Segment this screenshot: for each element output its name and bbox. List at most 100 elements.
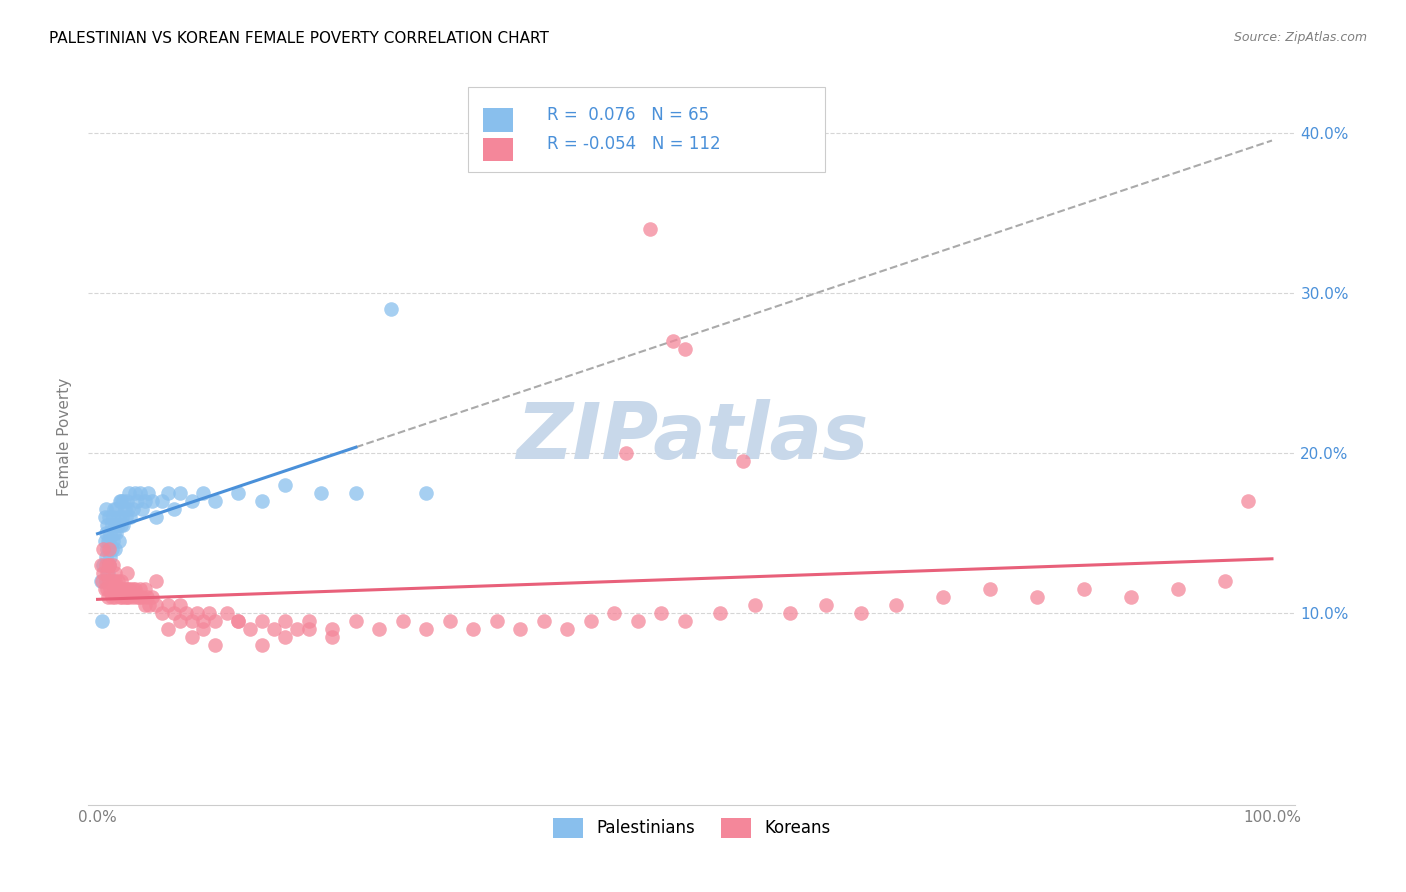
Point [228, 614, 250, 628]
Point [97, 566, 120, 580]
Point [101, 558, 124, 572]
Point [98, 558, 121, 572]
Point [1119, 590, 1142, 604]
Point [115, 493, 138, 508]
Point [163, 606, 186, 620]
Point [884, 598, 907, 612]
Point [368, 622, 391, 636]
Point [579, 614, 602, 628]
Point [509, 622, 531, 636]
Point [392, 614, 415, 628]
Point [115, 590, 138, 604]
Point [198, 606, 221, 620]
Point [98, 509, 121, 524]
Point [485, 614, 508, 628]
Point [96, 517, 118, 532]
Point [108, 590, 131, 604]
Point [131, 501, 153, 516]
Point [98, 558, 121, 572]
Point [193, 485, 215, 500]
Point [228, 614, 250, 628]
Point [673, 342, 696, 356]
Point [96, 541, 118, 556]
Point [979, 582, 1001, 596]
Point [98, 541, 121, 556]
Point [145, 509, 167, 524]
Point [97, 590, 120, 604]
Point [100, 517, 122, 532]
Point [93, 558, 115, 572]
Point [115, 566, 138, 580]
Point [463, 622, 485, 636]
Point [120, 509, 142, 524]
Point [1073, 582, 1095, 596]
Point [733, 454, 755, 468]
Point [94, 525, 117, 540]
Point [263, 622, 285, 636]
Point [380, 301, 402, 316]
Point [110, 574, 132, 588]
Point [180, 493, 202, 508]
Point [250, 614, 273, 628]
Point [141, 590, 163, 604]
Point [1026, 590, 1049, 604]
Point [415, 622, 437, 636]
Point [98, 558, 121, 572]
Point [673, 614, 696, 628]
Point [100, 590, 122, 604]
Point [94, 549, 117, 564]
Point [215, 606, 238, 620]
Point [145, 574, 167, 588]
Point [120, 582, 142, 596]
Point [156, 622, 179, 636]
Point [127, 590, 149, 604]
Point [204, 614, 226, 628]
Point [134, 582, 156, 596]
Point [274, 630, 297, 644]
Point [107, 582, 129, 596]
Point [107, 533, 129, 548]
Point [150, 493, 173, 508]
Point [163, 501, 186, 516]
Point [169, 614, 191, 628]
Point [100, 525, 122, 540]
Point [90, 558, 112, 572]
Point [128, 485, 150, 500]
Point [533, 614, 555, 628]
Point [135, 590, 157, 604]
Point [138, 598, 160, 612]
Point [744, 598, 766, 612]
Point [104, 590, 127, 604]
Point [298, 614, 321, 628]
Point [128, 582, 150, 596]
Point [118, 485, 141, 500]
Point [169, 598, 191, 612]
Point [101, 533, 124, 548]
Point [145, 598, 167, 612]
Point [103, 501, 125, 516]
Point [96, 582, 118, 596]
Point [150, 606, 173, 620]
Point [250, 493, 273, 508]
Point [111, 509, 134, 524]
Point [131, 590, 153, 604]
Point [104, 566, 127, 580]
Point [1167, 582, 1189, 596]
Point [603, 606, 626, 620]
Point [134, 598, 156, 612]
Point [193, 622, 215, 636]
Point [112, 493, 135, 508]
Point [228, 485, 250, 500]
Point [650, 606, 672, 620]
Text: R = -0.054   N = 112: R = -0.054 N = 112 [547, 136, 720, 153]
Point [91, 614, 114, 628]
Point [709, 606, 731, 620]
Point [555, 622, 578, 636]
Point [97, 533, 120, 548]
Point [114, 582, 136, 596]
Point [93, 582, 115, 596]
Point [121, 582, 143, 596]
Point [107, 509, 129, 524]
Point [193, 614, 215, 628]
Point [105, 582, 128, 596]
